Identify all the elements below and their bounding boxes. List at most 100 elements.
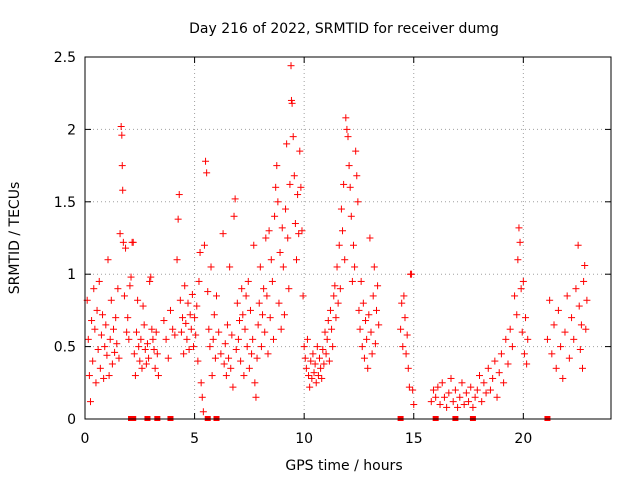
data-point	[548, 350, 556, 358]
data-point	[576, 345, 584, 353]
data-point	[513, 311, 521, 319]
data-point	[240, 372, 248, 380]
data-point	[329, 343, 337, 351]
data-point	[399, 343, 407, 351]
data-point	[227, 364, 235, 372]
data-point	[273, 162, 281, 170]
data-point	[482, 389, 490, 397]
data-point	[568, 314, 576, 322]
data-point	[239, 311, 247, 319]
data-point	[480, 379, 488, 387]
data-point	[334, 299, 342, 307]
data-point	[90, 285, 98, 293]
data-point	[189, 343, 197, 351]
data-point	[192, 331, 200, 339]
data-point	[238, 285, 246, 293]
data-point	[117, 123, 125, 131]
data-point	[290, 172, 298, 180]
data-point	[196, 248, 204, 256]
data-point	[199, 408, 207, 416]
data-point	[119, 186, 127, 194]
data-point	[150, 345, 158, 353]
data-point	[257, 343, 265, 351]
data-point	[136, 357, 144, 365]
data-point	[206, 343, 214, 351]
data-point	[274, 198, 282, 206]
data-point	[550, 321, 558, 329]
data-point	[335, 241, 343, 249]
data-point	[223, 321, 231, 329]
data-point	[310, 369, 318, 377]
data-point	[250, 241, 258, 249]
data-point	[298, 227, 306, 235]
data-point	[358, 343, 366, 351]
data-point	[344, 133, 352, 141]
data-point	[543, 335, 551, 343]
data-point	[356, 325, 364, 333]
data-point	[188, 290, 196, 298]
data-point	[308, 374, 316, 382]
data-point	[137, 335, 145, 343]
data-point	[133, 328, 141, 336]
data-point	[174, 215, 182, 223]
data-point	[231, 195, 239, 203]
data-point	[345, 162, 353, 170]
data-point	[362, 317, 370, 325]
data-point	[129, 238, 137, 246]
data-point	[289, 133, 297, 141]
data-point	[489, 374, 497, 382]
data-point	[517, 285, 525, 293]
data-point	[359, 299, 367, 307]
data-point	[471, 393, 479, 401]
data-point	[104, 256, 112, 264]
data-point	[271, 212, 279, 220]
data-point	[349, 241, 357, 249]
data-point	[456, 393, 464, 401]
data-point	[177, 328, 185, 336]
data-point	[101, 343, 109, 351]
data-point	[242, 292, 250, 300]
data-point	[325, 357, 333, 365]
data-point	[182, 319, 190, 327]
data-point	[285, 285, 293, 293]
data-point	[185, 345, 193, 353]
data-point	[267, 256, 275, 264]
data-point	[554, 306, 562, 314]
data-point	[313, 343, 321, 351]
data-point	[268, 277, 276, 285]
x-axis-label: GPS time / hours	[285, 458, 402, 474]
data-point	[272, 183, 280, 191]
data-point	[283, 140, 291, 148]
data-point	[354, 198, 362, 206]
data-point	[319, 345, 327, 353]
data-point	[114, 285, 122, 293]
data-point	[427, 398, 435, 406]
data-point	[251, 379, 259, 387]
data-point	[269, 335, 277, 343]
data-point	[233, 299, 241, 307]
data-point	[522, 314, 530, 322]
data-point	[511, 292, 519, 300]
data-point	[130, 350, 138, 358]
data-point	[186, 311, 194, 319]
data-point	[124, 314, 132, 322]
data-point	[320, 360, 328, 368]
data-point	[234, 335, 242, 343]
data-point	[353, 172, 361, 180]
data-point	[299, 292, 307, 300]
data-point	[409, 386, 417, 394]
data-point	[95, 277, 103, 285]
data-point	[166, 306, 174, 314]
data-point	[112, 314, 120, 322]
data-point	[171, 331, 179, 339]
data-point	[429, 386, 437, 394]
data-point	[91, 325, 99, 333]
data-point	[288, 99, 296, 107]
data-point	[245, 364, 253, 372]
data-point	[454, 403, 462, 411]
data-point	[302, 364, 310, 372]
data-point	[139, 302, 147, 310]
data-point	[331, 282, 339, 290]
data-point	[360, 354, 368, 362]
data-point	[408, 270, 416, 278]
